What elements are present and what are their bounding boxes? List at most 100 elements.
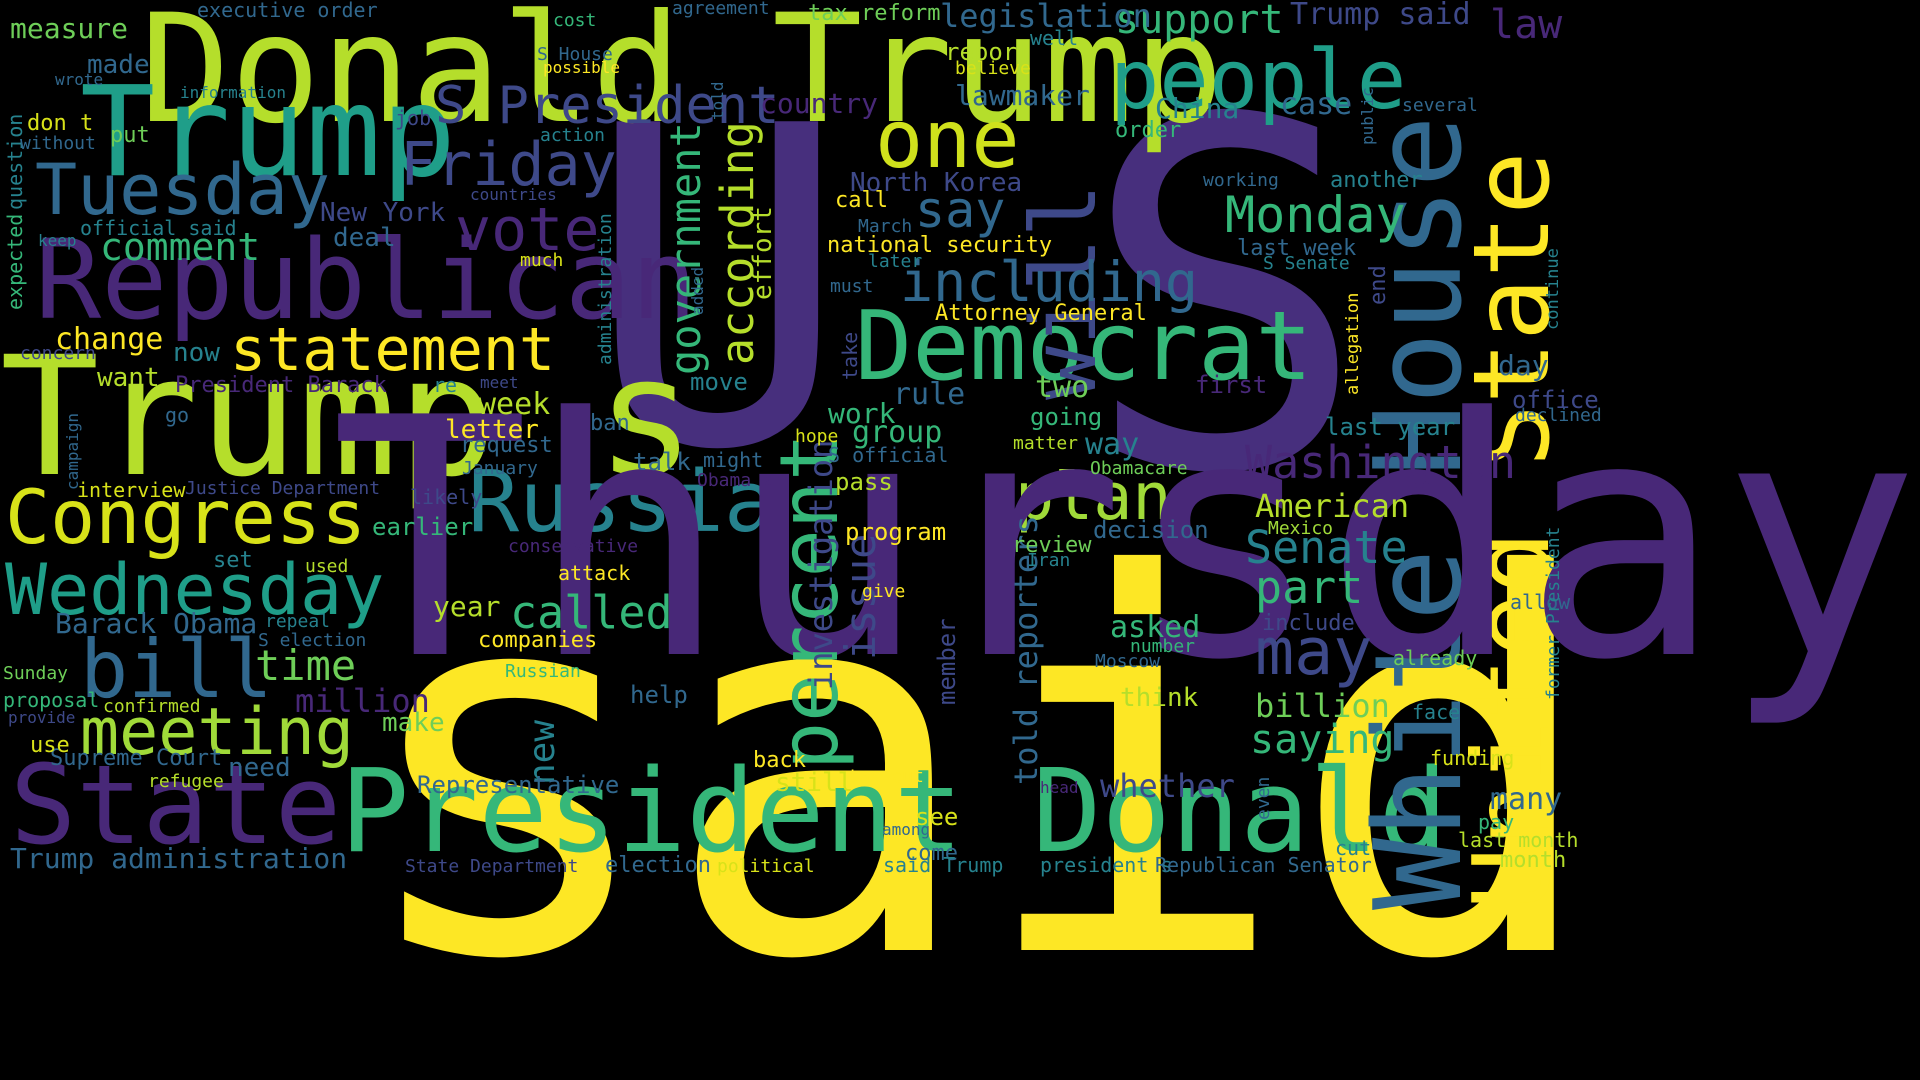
word-china: China (1155, 92, 1240, 125)
word-call: call (835, 188, 888, 213)
word-already: already (1393, 646, 1478, 670)
word-help: help (630, 681, 688, 709)
word-tuesday: Tuesday (35, 149, 331, 231)
word-many: many (1490, 782, 1563, 817)
word-american: American (1255, 487, 1410, 525)
word-want: want (97, 363, 160, 393)
word-program: program (845, 518, 947, 546)
word-told: told (708, 81, 727, 120)
word-earlier: earlier (372, 513, 474, 541)
word-funding: funding (1430, 746, 1515, 770)
word-barack-obama: Barack Obama (55, 607, 258, 640)
word-concern: concern (20, 343, 96, 364)
word-pay: pay (1478, 810, 1515, 834)
word-last-week: last week (1237, 236, 1357, 261)
word-public: public (1358, 87, 1377, 145)
word-set: set (213, 548, 253, 573)
word-office: office (1512, 386, 1599, 414)
word-pass: pass (835, 468, 893, 496)
word-report: report (945, 38, 1032, 66)
word-say: say (915, 181, 1006, 239)
word-plan: plan (1015, 460, 1172, 535)
word-s-president: S President (435, 76, 780, 136)
word-friday: Friday (400, 130, 617, 200)
word-people: people (1110, 33, 1407, 128)
word-hope: hope (795, 426, 839, 447)
word-declined: declined (1515, 405, 1602, 426)
word-new-york: New York (320, 198, 446, 228)
word-wednesday: Wednesday (5, 549, 385, 631)
word-administration: administration (595, 213, 616, 365)
word-number: number (1130, 636, 1196, 657)
word-cost: cost (553, 10, 597, 31)
word-trump-administration: Trump administration (10, 842, 348, 875)
word-take: take (838, 331, 862, 380)
word-support: support (1115, 0, 1284, 43)
word-work: work (828, 397, 896, 430)
word-back: back (753, 748, 806, 773)
word-justice-department: Justice Department (185, 478, 381, 499)
word-likely: likely (410, 485, 483, 509)
word-going: going (1030, 403, 1103, 431)
word-review: review (1012, 533, 1092, 558)
word-provide: provide (8, 708, 76, 727)
word-s: S (1080, 20, 1369, 579)
word-year: year (433, 590, 501, 623)
word-monday: Monday (1225, 186, 1406, 244)
word-time: time (255, 641, 357, 690)
word-said-trump: said Trump (883, 853, 1004, 877)
word-government: government (661, 122, 710, 375)
word-continue: continue (1543, 248, 1563, 330)
word-information: information (180, 83, 286, 102)
word-said: said (350, 467, 1603, 1073)
word-keep: keep (38, 231, 77, 250)
word-statement: statement (230, 315, 556, 385)
word-change: change (55, 322, 164, 357)
word-two: two (1035, 370, 1090, 405)
word-whether: whether (1100, 767, 1235, 805)
word-proposal: proposal (3, 688, 100, 712)
word-interview: interview (77, 478, 186, 502)
word-thursday: Thursday (330, 348, 1920, 732)
word-million: million (295, 682, 430, 720)
word-now: now (173, 338, 220, 368)
word-must: must (830, 276, 874, 297)
word-asked: asked (1110, 610, 1201, 645)
word-day: day (1498, 349, 1549, 382)
word-need: need (228, 753, 291, 783)
word-investigation: investigation (802, 439, 840, 690)
word-head: head (1040, 778, 1079, 797)
word-saying: saying (1250, 717, 1395, 763)
word-question: question (3, 113, 27, 210)
word-don-t: don t (27, 111, 94, 136)
word-russian: Russian (505, 661, 581, 682)
word-congress: Congress (5, 473, 367, 561)
word-several: several (1402, 95, 1478, 116)
word-conservative: conservative (508, 536, 639, 557)
word-u: U (585, 34, 850, 546)
word-even: even (1253, 776, 1274, 820)
word-face: face (1412, 700, 1461, 724)
word-go: go (165, 403, 190, 427)
word-s-house: S House (537, 44, 613, 65)
word-way: way (1085, 427, 1140, 462)
word-republican: Republican (35, 216, 698, 344)
word-week: week (478, 387, 551, 422)
word-letter: letter (445, 415, 539, 445)
word-agreement: agreement (672, 0, 770, 19)
word-including: including (900, 250, 1199, 314)
word-may: may (1255, 615, 1373, 690)
word-march: March (858, 216, 913, 237)
word-make: make (382, 708, 445, 738)
word-s-election: S election (258, 630, 367, 651)
word-action: action (540, 125, 606, 146)
word-bill: bill (80, 623, 273, 716)
word-russia: Russia (468, 453, 776, 552)
word-well: well (1030, 26, 1079, 50)
word-senate: Senate (1245, 521, 1408, 574)
word-much: much (520, 250, 564, 271)
word-cut: cut (1335, 836, 1372, 860)
word-group: group (852, 415, 943, 450)
word-one: one (875, 93, 1020, 186)
